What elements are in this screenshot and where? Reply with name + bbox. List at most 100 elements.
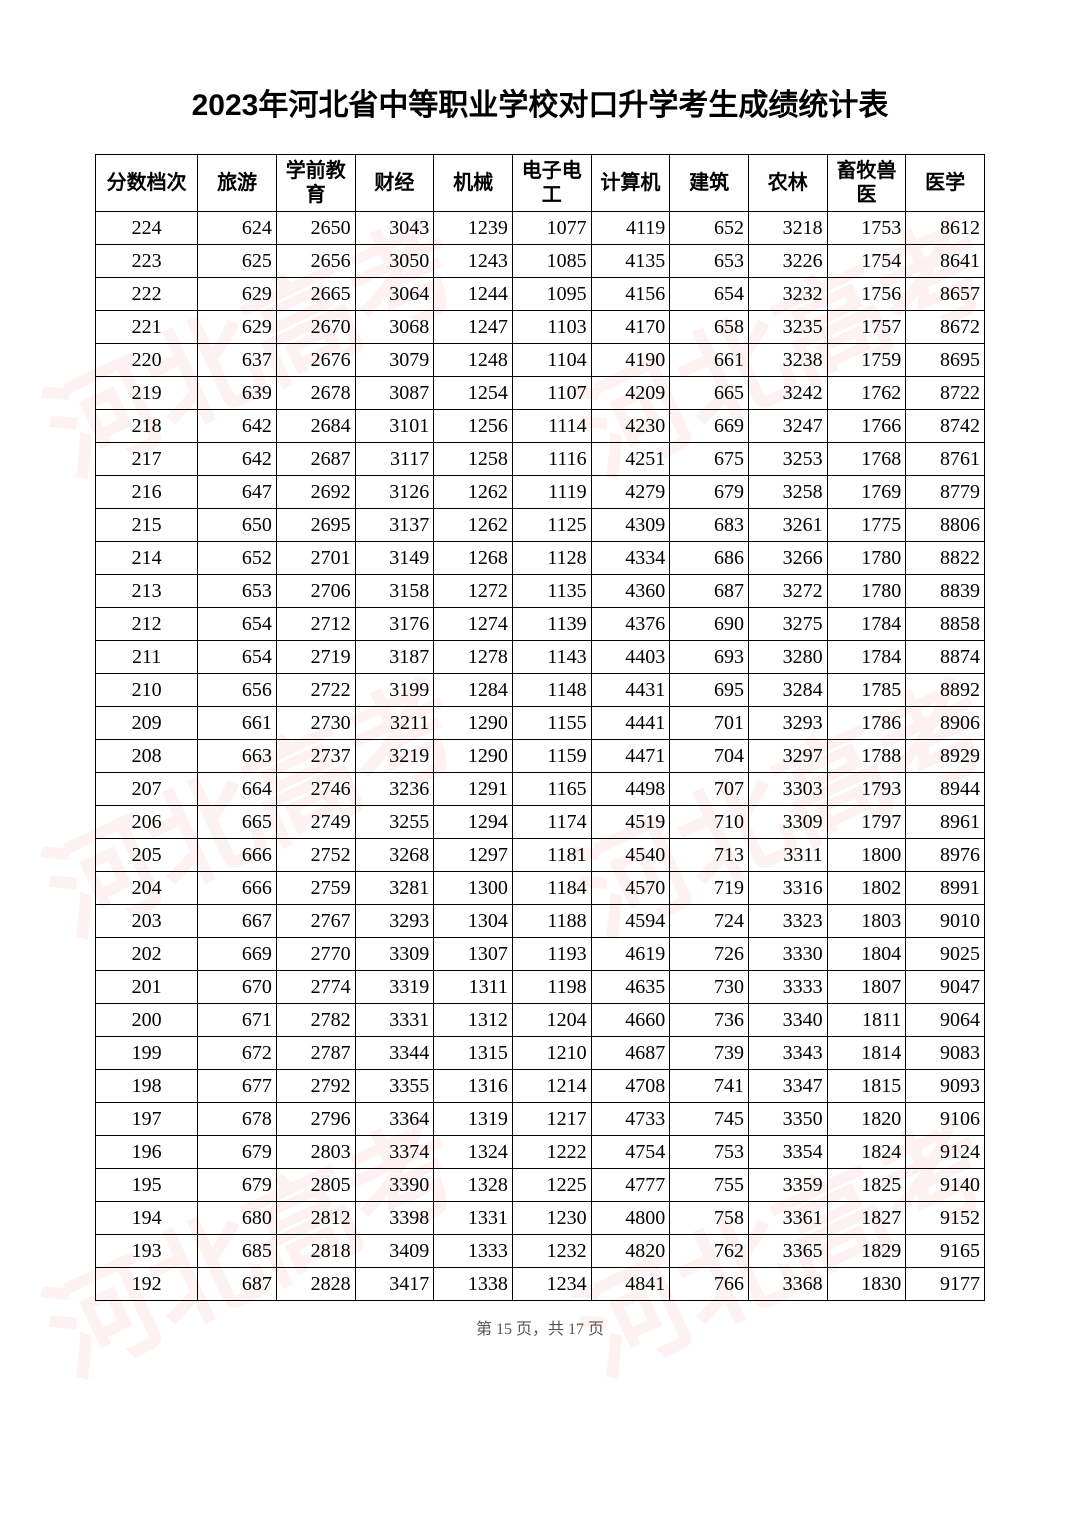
value-cell: 9177: [906, 1268, 985, 1301]
value-cell: 1188: [512, 905, 591, 938]
value-cell: 3343: [748, 1037, 827, 1070]
value-cell: 3354: [748, 1136, 827, 1169]
value-cell: 2774: [276, 971, 355, 1004]
value-cell: 2678: [276, 377, 355, 410]
value-cell: 664: [198, 773, 277, 806]
value-cell: 8806: [906, 509, 985, 542]
value-cell: 663: [198, 740, 277, 773]
value-cell: 670: [198, 971, 277, 1004]
value-cell: 3211: [355, 707, 434, 740]
table-row: 2116542719318712781143440369332801784887…: [96, 641, 985, 674]
column-header: 畜牧兽医: [827, 155, 906, 212]
value-cell: 8991: [906, 872, 985, 905]
value-cell: 1272: [434, 575, 513, 608]
value-cell: 8641: [906, 245, 985, 278]
value-cell: 3280: [748, 641, 827, 674]
value-cell: 629: [198, 278, 277, 311]
table-row: 2016702774331913111198463573033331807904…: [96, 971, 985, 1004]
score-level-cell: 204: [96, 872, 198, 905]
score-level-cell: 193: [96, 1235, 198, 1268]
value-cell: 661: [670, 344, 749, 377]
value-cell: 745: [670, 1103, 749, 1136]
score-level-cell: 224: [96, 212, 198, 245]
value-cell: 707: [670, 773, 749, 806]
value-cell: 639: [198, 377, 277, 410]
value-cell: 3281: [355, 872, 434, 905]
value-cell: 653: [670, 245, 749, 278]
value-cell: 625: [198, 245, 277, 278]
table-row: 2186422684310112561114423066932471766874…: [96, 410, 985, 443]
value-cell: 8839: [906, 575, 985, 608]
value-cell: 4209: [591, 377, 670, 410]
table-row: 1996722787334413151210468773933431814908…: [96, 1037, 985, 1070]
value-cell: 2792: [276, 1070, 355, 1103]
score-level-cell: 206: [96, 806, 198, 839]
column-header: 学前教育: [276, 155, 355, 212]
value-cell: 4431: [591, 674, 670, 707]
value-cell: 4820: [591, 1235, 670, 1268]
value-cell: 9083: [906, 1037, 985, 1070]
value-cell: 1814: [827, 1037, 906, 1070]
value-cell: 2676: [276, 344, 355, 377]
value-cell: 2749: [276, 806, 355, 839]
value-cell: 8892: [906, 674, 985, 707]
table-row: 2226292665306412441095415665432321756865…: [96, 278, 985, 311]
value-cell: 1143: [512, 641, 591, 674]
value-cell: 1116: [512, 443, 591, 476]
value-cell: 4471: [591, 740, 670, 773]
value-cell: 1300: [434, 872, 513, 905]
value-cell: 2828: [276, 1268, 355, 1301]
score-level-cell: 214: [96, 542, 198, 575]
table-row: 2096612730321112901155444170132931786890…: [96, 707, 985, 740]
value-cell: 4660: [591, 1004, 670, 1037]
value-cell: 1311: [434, 971, 513, 1004]
value-cell: 1775: [827, 509, 906, 542]
value-cell: 4360: [591, 575, 670, 608]
value-cell: 1294: [434, 806, 513, 839]
value-cell: 2706: [276, 575, 355, 608]
value-cell: 3079: [355, 344, 434, 377]
value-cell: 3117: [355, 443, 434, 476]
value-cell: 3409: [355, 1235, 434, 1268]
value-cell: 3218: [748, 212, 827, 245]
value-cell: 2752: [276, 839, 355, 872]
value-cell: 683: [670, 509, 749, 542]
value-cell: 1181: [512, 839, 591, 872]
value-cell: 3293: [748, 707, 827, 740]
value-cell: 3309: [355, 938, 434, 971]
value-cell: 2782: [276, 1004, 355, 1037]
value-cell: 656: [198, 674, 277, 707]
value-cell: 1800: [827, 839, 906, 872]
value-cell: 1085: [512, 245, 591, 278]
value-cell: 671: [198, 1004, 277, 1037]
value-cell: 3238: [748, 344, 827, 377]
value-cell: 1333: [434, 1235, 513, 1268]
value-cell: 8976: [906, 839, 985, 872]
value-cell: 726: [670, 938, 749, 971]
value-cell: 2767: [276, 905, 355, 938]
value-cell: 3199: [355, 674, 434, 707]
value-cell: 1297: [434, 839, 513, 872]
value-cell: 2730: [276, 707, 355, 740]
table-row: 2076642746323612911165449870733031793894…: [96, 773, 985, 806]
value-cell: 4777: [591, 1169, 670, 1202]
value-cell: 1785: [827, 674, 906, 707]
table-row: 2126542712317612741139437669032751784885…: [96, 608, 985, 641]
value-cell: 3347: [748, 1070, 827, 1103]
value-cell: 1217: [512, 1103, 591, 1136]
value-cell: 661: [198, 707, 277, 740]
value-cell: 3247: [748, 410, 827, 443]
value-cell: 680: [198, 1202, 277, 1235]
value-cell: 1165: [512, 773, 591, 806]
table-row: 2196392678308712541107420966532421762872…: [96, 377, 985, 410]
value-cell: 653: [198, 575, 277, 608]
value-cell: 1825: [827, 1169, 906, 1202]
value-cell: 1225: [512, 1169, 591, 1202]
value-cell: 4841: [591, 1268, 670, 1301]
value-cell: 9152: [906, 1202, 985, 1235]
score-level-cell: 223: [96, 245, 198, 278]
value-cell: 3176: [355, 608, 434, 641]
value-cell: 8722: [906, 377, 985, 410]
value-cell: 3137: [355, 509, 434, 542]
value-cell: 4540: [591, 839, 670, 872]
